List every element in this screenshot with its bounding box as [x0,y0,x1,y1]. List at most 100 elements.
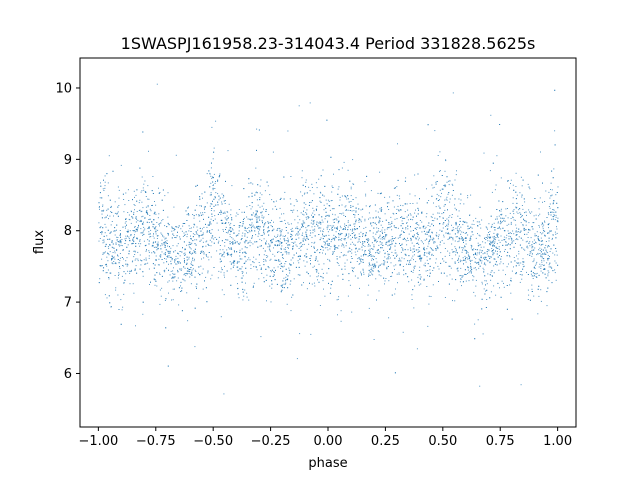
data-point [553,168,555,170]
data-point [161,244,163,246]
data-point [125,235,127,237]
data-point [508,235,510,237]
data-point [194,269,196,271]
data-point [120,240,122,242]
data-point [493,285,495,287]
data-point [191,259,193,261]
data-point [300,212,302,214]
data-point [280,268,282,269]
data-point [460,275,462,276]
data-point [148,240,150,242]
data-point [396,256,397,257]
data-point [188,230,190,232]
data-point [550,214,552,216]
data-point [421,211,423,213]
data-point [360,258,362,260]
data-point [451,214,453,215]
data-point [467,266,469,268]
data-point [303,282,304,284]
data-point [463,241,464,243]
data-point [190,263,192,265]
data-point [539,250,541,251]
data-point [478,234,480,236]
data-point [528,294,530,296]
data-point [322,235,324,237]
data-point [262,247,264,249]
data-point [258,231,259,233]
data-point [437,265,439,267]
data-point [152,242,154,244]
data-point [161,239,163,241]
data-point [245,267,247,269]
data-point [125,237,127,239]
data-point [507,251,509,253]
data-point [426,248,428,250]
data-point [537,253,539,255]
data-point [414,285,416,287]
data-point [151,252,153,254]
data-point [417,207,419,209]
data-point [220,213,222,215]
data-point [495,261,497,263]
data-point [442,217,444,219]
data-point [221,267,222,269]
data-point [135,258,137,260]
data-point [251,206,253,208]
data-point [406,216,408,218]
data-point [492,236,494,238]
data-point [545,249,547,251]
data-point [445,232,447,234]
data-point [395,213,397,214]
data-point [278,241,280,243]
data-point [535,273,537,275]
data-point [254,194,256,196]
data-point [246,247,248,249]
data-point [374,264,376,266]
data-point [509,284,511,286]
data-point [418,209,419,211]
data-point [113,256,115,258]
data-point [552,270,554,272]
data-point [206,173,208,175]
data-point [228,203,230,205]
data-point [417,173,419,175]
data-point [510,292,512,294]
data-point [195,271,197,272]
data-point [284,263,286,265]
data-point [263,254,265,256]
data-point [498,269,500,271]
data-point [145,244,147,246]
data-point [187,320,189,322]
data-point [552,209,554,210]
data-point [536,261,538,263]
data-point [327,220,329,222]
data-point [279,238,281,240]
data-point [299,274,301,276]
data-point [267,221,269,223]
data-point [477,245,479,247]
data-point [487,249,488,251]
data-point [159,274,161,275]
data-point [182,235,184,237]
data-point [244,235,246,237]
data-point [338,186,340,188]
data-point [474,295,476,297]
data-point [324,241,326,243]
data-point [241,271,243,273]
data-point [445,261,447,263]
data-point [542,182,543,184]
data-point [508,223,510,225]
data-point [526,271,527,273]
data-point [323,195,325,197]
data-point [290,229,292,230]
data-point [421,221,423,223]
data-point [474,261,476,263]
data-point [550,195,552,197]
data-point [102,227,104,229]
data-point [322,277,324,279]
data-point [108,155,110,157]
data-point [153,246,155,248]
data-point [280,252,282,253]
data-point [344,195,346,197]
data-point [252,286,254,288]
